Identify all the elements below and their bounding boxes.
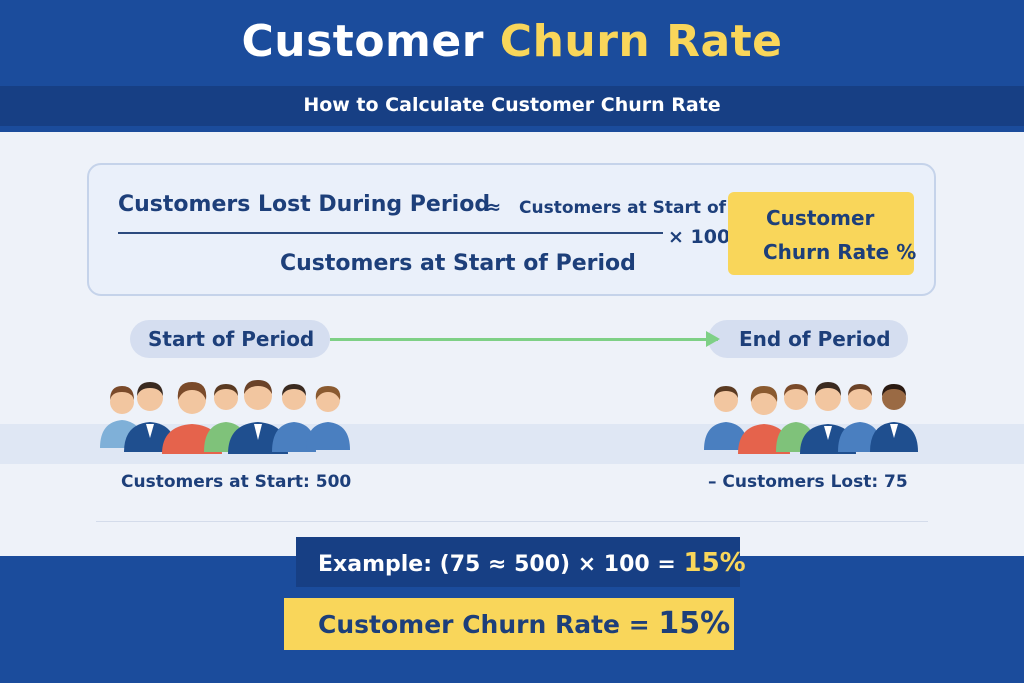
customers-start-group-icon [100, 380, 350, 454]
formula-numerator-extra: Customers at Start of [519, 198, 727, 218]
page-title: Customer Churn Rate [0, 16, 1024, 67]
formula-approx-symbol: ≈ [486, 197, 502, 218]
formula-result-line1: Customer [766, 206, 875, 230]
formula-result-box [728, 192, 914, 275]
title-accent: Churn Rate [499, 16, 783, 67]
example-calculation: Example: (75 ≈ 500) × 100 = 15% [318, 548, 746, 578]
example-result: 15% [683, 548, 746, 578]
formula-numerator: Customers Lost During Period [118, 192, 491, 217]
end-period-pill [708, 320, 908, 358]
example-box [296, 537, 740, 587]
person-icon [124, 382, 176, 452]
example-expression: Example: (75 ≈ 500) × 100 = [318, 552, 684, 577]
subtitle-bar [0, 86, 1024, 126]
formula-denominator: Customers at Start of Period [280, 251, 636, 276]
customers-lost-stat: – Customers Lost: 75 [708, 472, 908, 492]
churn-rate-value: 15% [658, 606, 731, 641]
section-divider [96, 521, 928, 522]
formula-multiplier: × 100 [668, 226, 731, 248]
churn-rate-label: Customer Churn Rate = [318, 610, 659, 639]
timeline-arrow-icon [706, 331, 720, 347]
churn-rate-result: Customer Churn Rate = 15% [318, 606, 730, 641]
timeline-line [330, 338, 718, 341]
result-bar [284, 598, 734, 650]
formula-result-line2: Churn Rate % [763, 240, 917, 264]
page-subtitle: How to Calculate Customer Churn Rate [303, 94, 721, 116]
person-icon [272, 384, 316, 452]
person-icon [704, 386, 748, 450]
customers-end-group-icon [704, 382, 918, 454]
end-period-label: End of Period [739, 327, 891, 351]
customers-start-stat: Customers at Start: 500 [121, 472, 352, 492]
person-icon [306, 386, 350, 450]
person-icon [870, 384, 918, 452]
title-main: Customer [241, 16, 484, 67]
fraction-line [118, 232, 663, 234]
start-period-label: Start of Period [148, 327, 315, 351]
start-period-pill [130, 320, 330, 358]
